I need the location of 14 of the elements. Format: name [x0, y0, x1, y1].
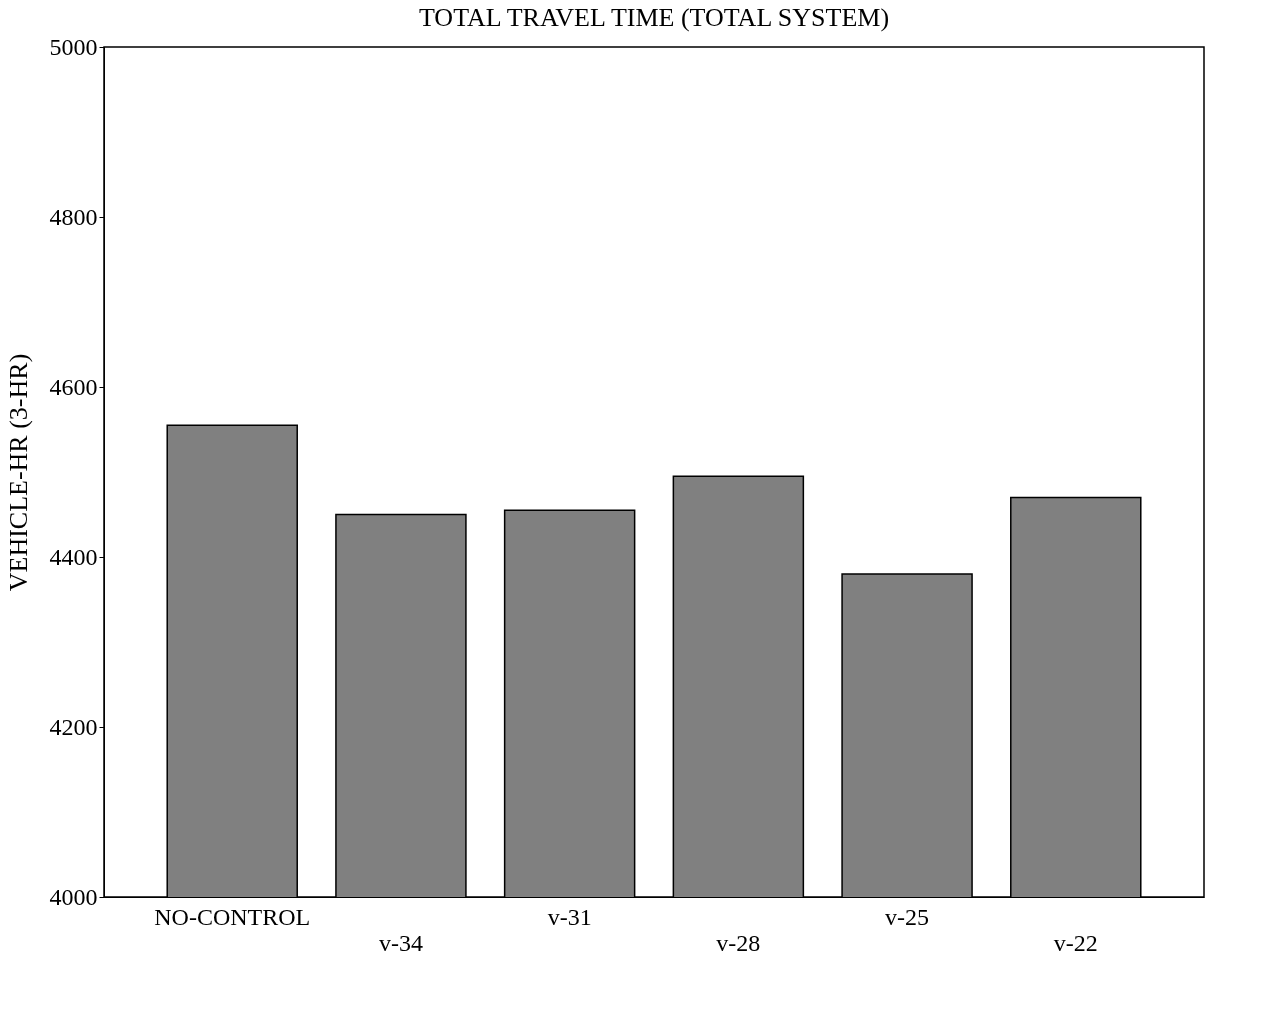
chart-title: TOTAL TRAVEL TIME (TOTAL SYSTEM)	[418, 3, 890, 32]
x-tick-label: v-25	[885, 903, 930, 930]
y-tick-label: 4800	[49, 203, 98, 230]
y-axis-title: VEHICLE-HR (3-HR)	[3, 353, 33, 592]
y-tick-label: 4600	[49, 373, 98, 400]
x-tick-label: v-28	[716, 929, 761, 956]
y-tick-label: 4000	[49, 883, 98, 910]
y-tick-label: 4200	[49, 713, 98, 740]
x-tick-label: NO-CONTROL	[154, 903, 311, 930]
x-tick-label: v-22	[1053, 929, 1098, 956]
x-tick-label: v-31	[547, 903, 592, 930]
x-tick-label: v-34	[378, 929, 423, 956]
y-tick-label: 4400	[49, 543, 98, 570]
y-tick-label: 5000	[49, 33, 98, 60]
